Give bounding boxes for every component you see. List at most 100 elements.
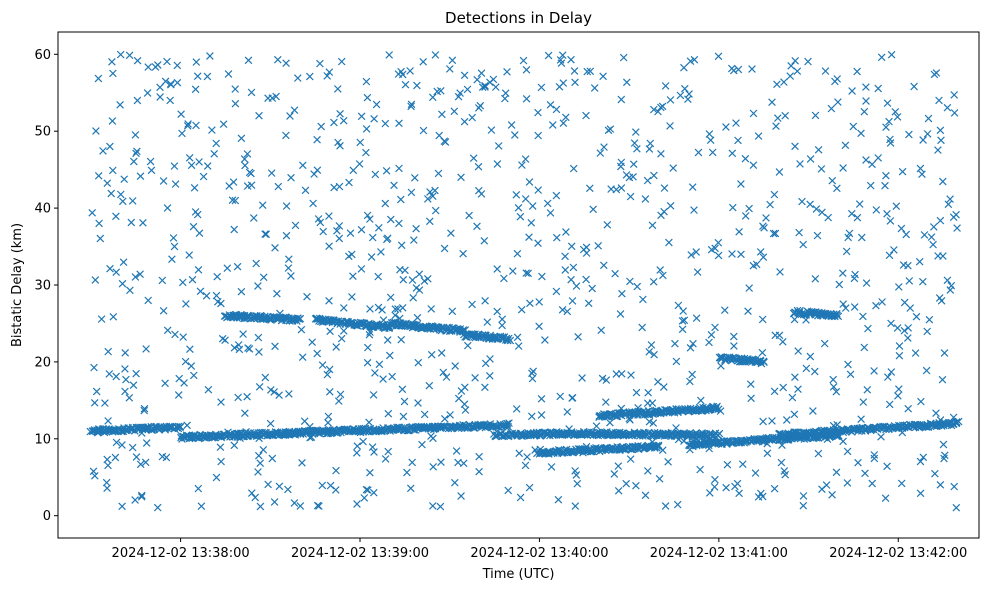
detection-marker bbox=[705, 489, 714, 497]
detection-marker bbox=[525, 178, 534, 186]
detection-marker bbox=[862, 83, 870, 91]
detection-marker bbox=[680, 63, 688, 72]
detection-marker bbox=[95, 219, 103, 228]
detection-marker bbox=[935, 96, 943, 105]
detection-marker bbox=[534, 239, 542, 248]
detection-marker bbox=[572, 471, 581, 479]
detection-marker bbox=[425, 381, 434, 390]
detection-marker bbox=[131, 496, 139, 504]
detection-marker bbox=[290, 106, 299, 115]
detection-marker bbox=[318, 481, 327, 490]
detection-marker bbox=[408, 458, 417, 467]
detection-marker bbox=[680, 84, 689, 93]
detection-marker bbox=[97, 315, 106, 323]
detection-marker bbox=[881, 494, 890, 503]
detection-marker bbox=[407, 100, 416, 109]
detection-marker bbox=[817, 165, 826, 173]
detection-marker bbox=[883, 209, 891, 218]
detection-marker bbox=[384, 447, 393, 456]
detection-marker bbox=[777, 458, 786, 467]
detection-marker bbox=[868, 479, 877, 488]
detection-marker bbox=[324, 418, 332, 427]
detection-marker bbox=[298, 353, 307, 362]
detection-marker bbox=[368, 443, 377, 451]
detection-marker bbox=[516, 493, 525, 502]
detection-marker bbox=[904, 324, 913, 332]
detection-marker bbox=[679, 307, 688, 315]
detection-marker bbox=[690, 206, 698, 214]
detection-marker bbox=[606, 418, 614, 427]
detection-marker bbox=[216, 443, 225, 452]
detection-marker bbox=[156, 93, 164, 101]
detection-marker bbox=[262, 230, 271, 239]
detection-marker bbox=[103, 484, 111, 493]
detection-marker bbox=[796, 160, 804, 168]
detection-marker bbox=[938, 177, 947, 186]
detection-marker bbox=[266, 386, 275, 394]
detection-marker bbox=[193, 72, 202, 81]
detection-marker bbox=[187, 161, 196, 170]
detection-marker bbox=[799, 501, 808, 510]
detection-marker bbox=[680, 316, 689, 325]
detection-marker bbox=[534, 108, 542, 117]
detection-marker bbox=[132, 369, 140, 378]
detection-marker bbox=[156, 83, 164, 92]
detection-marker bbox=[922, 366, 931, 375]
detection-marker bbox=[379, 375, 387, 383]
detection-marker bbox=[414, 399, 422, 407]
detection-marker bbox=[287, 272, 295, 280]
detection-marker bbox=[106, 142, 114, 151]
detection-marker bbox=[799, 240, 808, 249]
detection-marker bbox=[501, 89, 510, 98]
detection-marker bbox=[923, 130, 932, 138]
detection-marker bbox=[504, 486, 513, 495]
detection-marker bbox=[144, 63, 153, 71]
detection-marker bbox=[806, 352, 815, 361]
detection-marker bbox=[600, 143, 608, 151]
detection-marker bbox=[895, 351, 904, 360]
detection-marker bbox=[578, 374, 586, 382]
detection-marker bbox=[582, 111, 590, 120]
detection-marker bbox=[440, 414, 449, 423]
detection-marker bbox=[96, 234, 105, 243]
detection-marker bbox=[284, 255, 293, 264]
detection-marker bbox=[521, 155, 530, 163]
detection-marker bbox=[419, 126, 428, 135]
detection-marker bbox=[116, 100, 124, 109]
detection-marker bbox=[689, 339, 697, 348]
detection-marker bbox=[224, 70, 233, 78]
detection-marker bbox=[516, 212, 525, 221]
detection-marker bbox=[841, 304, 850, 312]
detection-marker bbox=[616, 310, 625, 318]
detection-marker bbox=[391, 305, 400, 313]
detection-marker bbox=[473, 75, 482, 84]
detection-marker bbox=[940, 451, 949, 460]
detection-marker bbox=[931, 469, 939, 478]
detection-marker bbox=[534, 186, 543, 194]
detection-marker bbox=[471, 373, 479, 382]
detection-marker bbox=[629, 160, 638, 169]
detection-marker bbox=[391, 311, 400, 320]
detection-marker bbox=[199, 172, 208, 181]
x-tick-label: 2024-12-02 13:38:00 bbox=[112, 546, 250, 561]
detection-marker bbox=[902, 230, 911, 239]
detection-marker bbox=[191, 85, 200, 94]
detection-marker bbox=[176, 422, 185, 431]
detection-marker bbox=[107, 189, 116, 198]
detection-marker bbox=[475, 467, 483, 476]
detection-marker bbox=[592, 422, 601, 430]
detection-marker bbox=[546, 209, 555, 217]
detection-marker bbox=[754, 132, 763, 140]
detection-marker bbox=[610, 470, 619, 478]
detection-marker bbox=[883, 99, 892, 108]
detection-marker bbox=[451, 362, 460, 370]
detection-marker bbox=[459, 249, 467, 258]
detection-marker bbox=[714, 52, 723, 61]
detection-marker bbox=[748, 65, 756, 73]
detection-marker bbox=[454, 458, 462, 467]
detection-marker bbox=[862, 97, 870, 105]
detection-marker bbox=[874, 84, 883, 93]
detection-marker bbox=[513, 333, 522, 342]
detection-marker bbox=[645, 145, 654, 153]
detection-marker bbox=[641, 195, 650, 203]
